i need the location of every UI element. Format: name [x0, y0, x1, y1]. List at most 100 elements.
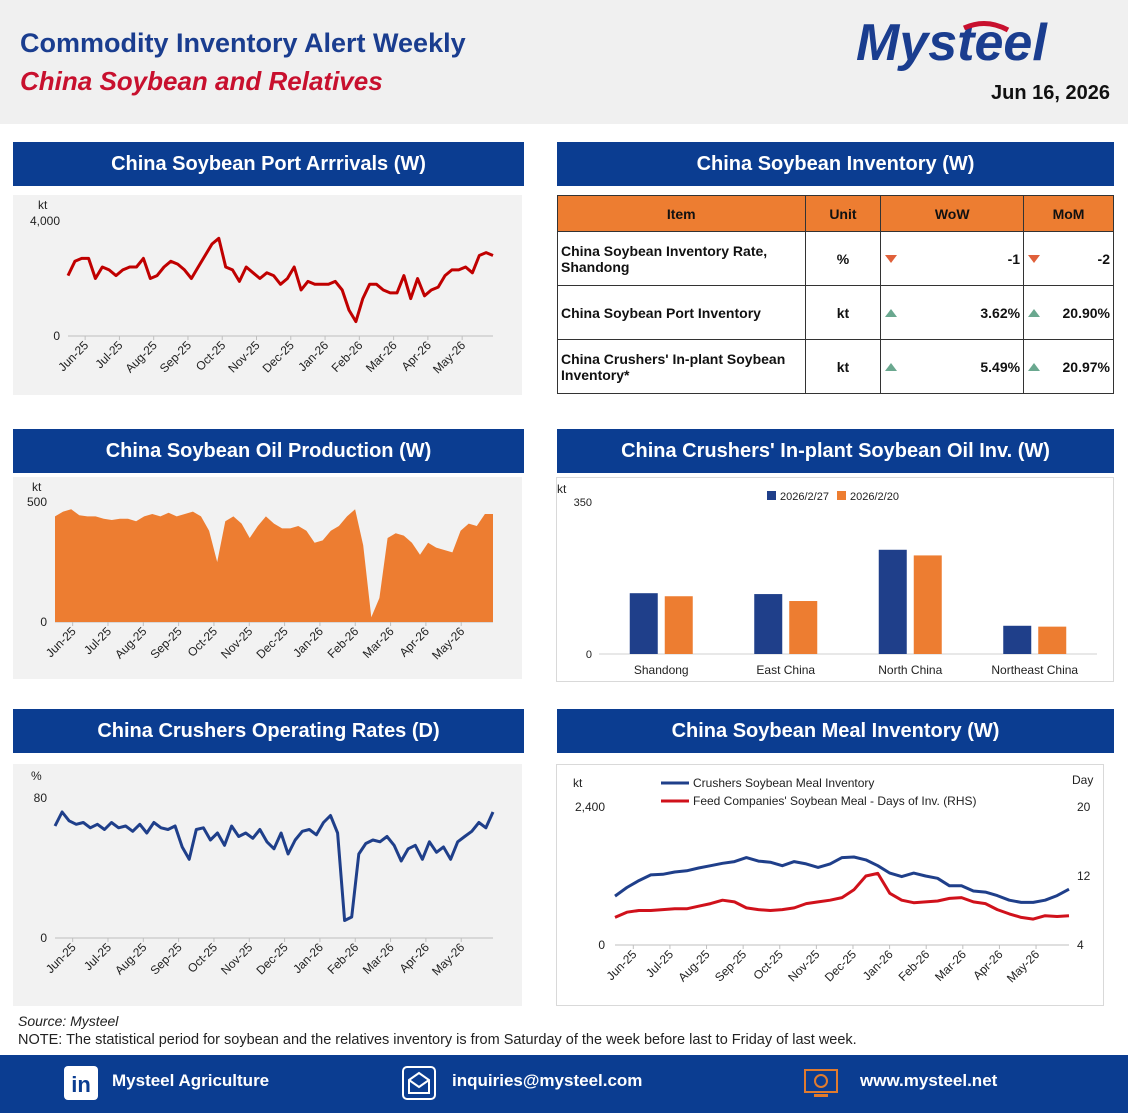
- website-icon[interactable]: [804, 1067, 838, 1099]
- website-link[interactable]: www.mysteel.net: [860, 1071, 998, 1090]
- table-row: China Soybean Inventory Rate, Shandong %…: [557, 231, 1114, 286]
- x-tick-label: Mar-26: [360, 940, 397, 977]
- logo-text: Mysteel: [856, 16, 1048, 72]
- x-tick-label: Apr-26: [970, 947, 1006, 983]
- table-row: China Crushers' In-plant Soybean Invento…: [557, 339, 1114, 394]
- bar: [1003, 625, 1032, 654]
- x-tick-label: Mar-26: [363, 338, 400, 375]
- row-wow: 5.49%: [980, 358, 1021, 375]
- oil-production-panel: kt 500 0 Jun-25 Jul-25 Aug-25 Sep-25 Oct-25 Nov-…: [13, 477, 522, 679]
- y-axis-label: kt: [573, 776, 583, 790]
- series-line: [614, 855, 1070, 904]
- svg-text:in: in: [71, 1072, 91, 1097]
- x-tick-label: Aug-25: [123, 338, 160, 375]
- x-tick-label: Oct-25: [193, 338, 229, 374]
- footer: in Mysteel Agriculture inquiries@mysteel…: [0, 1055, 1128, 1113]
- x-tick-label: Mar-26: [360, 624, 397, 661]
- legend-swatch: [837, 491, 846, 500]
- x-tick-label: Dec-25: [822, 947, 859, 984]
- y-tick-label: 0: [40, 615, 47, 629]
- series-line: [53, 810, 495, 922]
- row-mom-cell: 20.97%: [1023, 339, 1114, 394]
- section-oil-production: China Soybean Oil Production (W): [13, 429, 524, 473]
- meal-inv-panel: kt 2,400 0 Day 20 12 4 Crushers Soybean Meal In…: [556, 764, 1104, 1006]
- x-tick-label: Oct-25: [751, 947, 787, 983]
- up-arrow-icon: [1028, 308, 1041, 317]
- row-wow-cell: 5.49%: [880, 339, 1025, 394]
- email-link[interactable]: inquiries@mysteel.com: [452, 1071, 643, 1090]
- x-tick-label: Apr-26: [397, 940, 433, 976]
- x-tick-label: Sep-25: [712, 947, 749, 984]
- x-tick-label: Northeast China: [991, 663, 1078, 677]
- x-tick-label: May-26: [429, 624, 467, 662]
- y-right-tick-label: 20: [1077, 800, 1091, 814]
- email-icon[interactable]: [402, 1066, 436, 1100]
- section-port-arrivals: China Soybean Port Arrrivals (W): [13, 142, 524, 186]
- down-arrow-icon: [1028, 254, 1041, 263]
- x-tick-label: Jul-25: [81, 940, 114, 973]
- y-tick-label: 0: [53, 329, 60, 343]
- y-axis-right-label: Day: [1072, 773, 1093, 787]
- meal-inv-chart: kt 2,400 0 Day 20 12 4 Crushers Soybean Meal In…: [573, 773, 1093, 985]
- section-oil-inv: China Crushers' In-plant Soybean Oil Inv…: [557, 429, 1114, 473]
- y-tick-label: 80: [34, 791, 48, 805]
- linkedin-link[interactable]: Mysteel Agriculture: [112, 1071, 270, 1090]
- bar: [878, 549, 907, 654]
- bar: [754, 594, 783, 654]
- x-tick-label: Oct-25: [185, 624, 221, 660]
- x-tick-label: Jan-26: [290, 624, 326, 660]
- linkedin-icon[interactable]: in: [64, 1066, 98, 1100]
- y-right-tick-label: 4: [1077, 938, 1084, 952]
- source-text: Source: Mysteel: [18, 1013, 119, 1029]
- x-tick-label: Sep-25: [157, 338, 194, 375]
- table-row: China Soybean Port Inventory kt 3.62% 20…: [557, 285, 1114, 340]
- x-tick-label: Jun-25: [43, 624, 79, 660]
- col-header-mom: MoM: [1023, 195, 1114, 232]
- row-wow-cell: 3.62%: [880, 285, 1025, 340]
- down-arrow-icon: [885, 254, 898, 263]
- x-tick-label: Jan-26: [290, 940, 326, 976]
- mysteel-logo: Mysteel: [856, 16, 1048, 72]
- x-tick-label: Dec-25: [253, 940, 290, 977]
- row-mom: -2: [1097, 250, 1110, 267]
- oil-inv-chart: kt 350 0 2026/2/27 2026/2/20 Shandong East Chi…: [557, 482, 1097, 677]
- bar: [789, 601, 818, 654]
- section-inventory: China Soybean Inventory (W): [557, 142, 1114, 186]
- x-tick-label: Shandong: [634, 663, 689, 677]
- x-tick-label: Feb-26: [325, 940, 362, 977]
- note-text: NOTE: The statistical period for soybean…: [18, 1032, 857, 1048]
- x-tick-label: Dec-25: [260, 338, 297, 375]
- row-mom: 20.97%: [1062, 358, 1110, 375]
- x-tick-label: Jun-25: [43, 940, 79, 976]
- report-title: Commodity Inventory Alert Weekly: [20, 28, 466, 58]
- legend-label: 2026/2/20: [850, 491, 899, 503]
- x-tick-label: Jan-26: [295, 338, 331, 374]
- up-arrow-icon: [885, 362, 898, 371]
- up-arrow-icon: [885, 308, 898, 317]
- legend-label: 2026/2/27: [780, 491, 829, 503]
- table-header-row: Item Unit WoW MoM: [557, 195, 1114, 232]
- x-tick-label: May-26: [1004, 947, 1042, 985]
- y-tick-label: 2,400: [575, 800, 605, 814]
- up-arrow-icon: [1028, 362, 1041, 371]
- inventory-table: Item Unit WoW MoM China Soybean Inventor…: [557, 195, 1114, 394]
- row-mom-cell: -2: [1023, 231, 1114, 286]
- x-tick-label: Aug-25: [112, 940, 149, 977]
- x-tick-label: Jun-25: [604, 947, 640, 983]
- x-tick-label: Jul-25: [643, 947, 676, 980]
- legend-label: Feed Companies' Soybean Meal - Days of I…: [693, 794, 977, 808]
- row-item: China Crushers' In-plant Soybean Invento…: [557, 339, 806, 394]
- row-mom: 20.90%: [1062, 304, 1110, 321]
- row-unit: kt: [804, 339, 882, 394]
- y-tick-label: 4,000: [30, 214, 60, 228]
- series-line: [614, 871, 1070, 921]
- y-tick-label: 0: [598, 938, 605, 952]
- x-tick-label: Dec-25: [253, 624, 290, 661]
- row-wow: -1: [1007, 250, 1021, 267]
- x-tick-label: East China: [756, 663, 815, 677]
- x-tick-label: Nov-25: [785, 947, 822, 984]
- y-tick-label: 0: [586, 649, 592, 661]
- bar: [1038, 626, 1067, 654]
- bar: [664, 596, 693, 654]
